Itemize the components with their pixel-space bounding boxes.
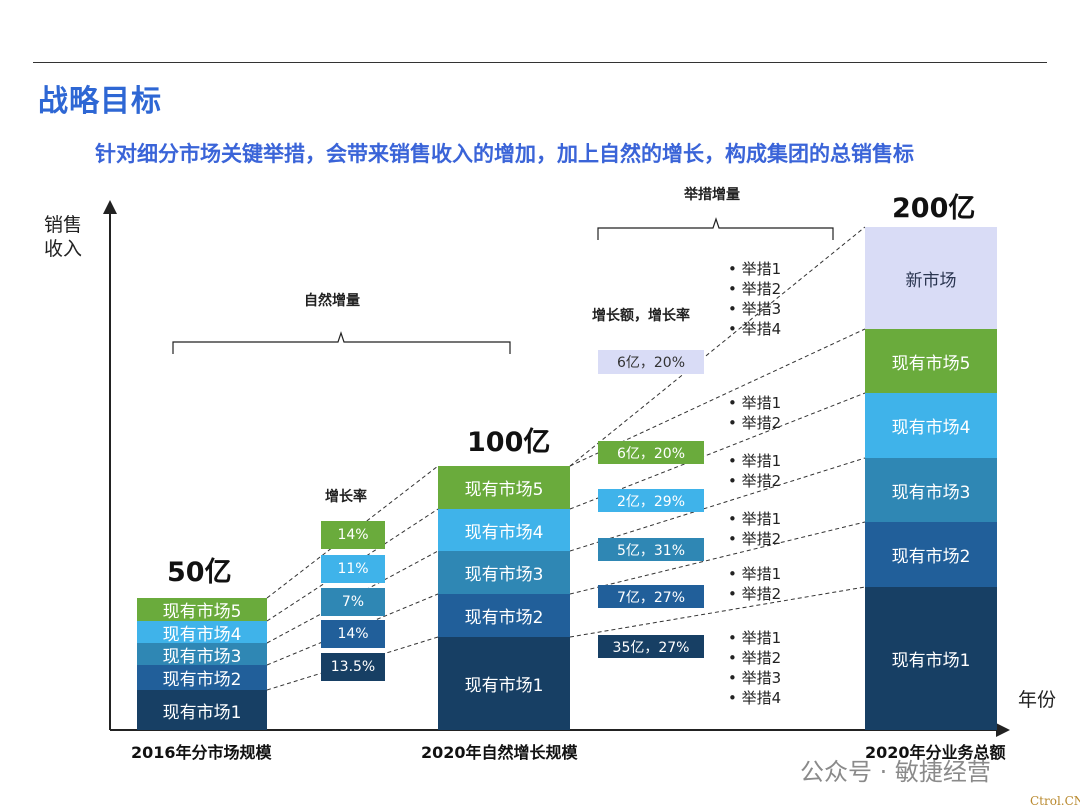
bar-2016-segment-m1: 现有市场1	[137, 690, 267, 730]
top-divider	[33, 62, 1047, 63]
bar-2016-segment-m5: 现有市场5	[137, 598, 267, 622]
measure-box-m3: 5亿，31%	[598, 538, 704, 561]
connector-meas-m5	[569, 328, 866, 467]
rate-m1: 13.5%	[321, 653, 385, 681]
measure-header: 增长额，增长率	[592, 308, 690, 324]
bar-2020t-segment-m1: 现有市场1	[865, 587, 997, 730]
bar-2020t-total: 200亿	[892, 193, 976, 224]
rate-m4: 11%	[321, 555, 385, 583]
page-title: 战略目标	[38, 84, 162, 119]
measure-box-new: 6亿，20%	[598, 350, 704, 374]
measure-box-m5: 6亿，20%	[598, 441, 704, 464]
watermark: 公众号 · 敏捷经营	[800, 758, 991, 786]
bar-2016-label: 2016年分市场规模	[131, 743, 272, 762]
bar-2020n-segment-m3: 现有市场3	[438, 551, 570, 594]
bar-2016-segment-m4: 现有市场4	[137, 621, 267, 645]
bar-2020n-segment-m5: 现有市场5	[438, 466, 570, 509]
bar-2020n-label: 2020年自然增长规模	[421, 743, 578, 762]
connector-meas-new	[569, 226, 866, 467]
bullets-m2: • 举措1 • 举措2	[728, 565, 782, 603]
bullets-m4: • 举措1 • 举措2	[728, 452, 782, 490]
measure-box-m4: 2亿，29%	[598, 489, 704, 512]
bar-2020t-label: 2020年分业务总额	[865, 743, 1006, 762]
bullets-m1: • 举措1 • 举措2 • 举措3 • 举措4	[728, 629, 782, 707]
measure-box-m2: 7亿，27%	[598, 585, 704, 608]
page-subtitle: 针对细分市场关键举措，会带来销售收入的增加，加上自然的增长，构成集团的总销售标	[95, 142, 914, 166]
brace-natural	[172, 331, 511, 354]
bar-2016-segment-m2: 现有市场2	[137, 665, 267, 690]
bar-2020n-segment-m1: 现有市场1	[438, 637, 570, 730]
brace-measure	[597, 217, 834, 240]
bar-2020n-segment-m2: 现有市场2	[438, 594, 570, 637]
connector-meas-m2	[569, 521, 866, 595]
connector-nat-m3	[266, 550, 439, 644]
connector-nat-m4	[266, 508, 439, 622]
bullets-m3: • 举措1 • 举措2	[728, 510, 782, 548]
connector-nat-m1	[266, 636, 439, 691]
y-axis-arrow	[103, 200, 117, 214]
rate-m2: 14%	[321, 620, 385, 648]
bar-2016-segment-m3: 现有市场3	[137, 643, 267, 667]
brace-measure-label: 举措增量	[684, 187, 740, 203]
bar-2020t-segment-m5: 现有市场5	[865, 329, 997, 393]
measure-box-m1: 35亿，27%	[598, 635, 704, 658]
bullets-m5: • 举措1 • 举措2	[728, 394, 782, 432]
y-axis-label: 销售 收入	[44, 214, 83, 260]
rate-m3: 7%	[321, 588, 385, 616]
bar-2020t-segment-m3: 现有市场3	[865, 458, 997, 522]
bar-2020t-segment-new: 新市场	[865, 227, 997, 329]
bar-2020t-segment-m4: 现有市场4	[865, 393, 997, 458]
connector-meas-m3	[569, 457, 866, 552]
rate-m5: 14%	[321, 521, 385, 549]
x-axis-arrow	[996, 723, 1010, 737]
bar-2016-total: 50亿	[167, 557, 232, 588]
x-axis-label: 年份	[1018, 689, 1057, 711]
bar-2020n-segment-m4: 现有市场4	[438, 509, 570, 551]
brace-natural-label: 自然增量	[304, 293, 360, 309]
connector-meas-m1	[569, 586, 866, 638]
bar-2020n-total: 100亿	[467, 427, 551, 458]
bar-2020t-segment-m2: 现有市场2	[865, 522, 997, 587]
bullets-new: • 举措1 • 举措2 • 举措3 • 举措4	[728, 260, 782, 338]
rate-header: 增长率	[325, 489, 367, 505]
corner-mark: Ctrol.CN	[1030, 794, 1080, 808]
